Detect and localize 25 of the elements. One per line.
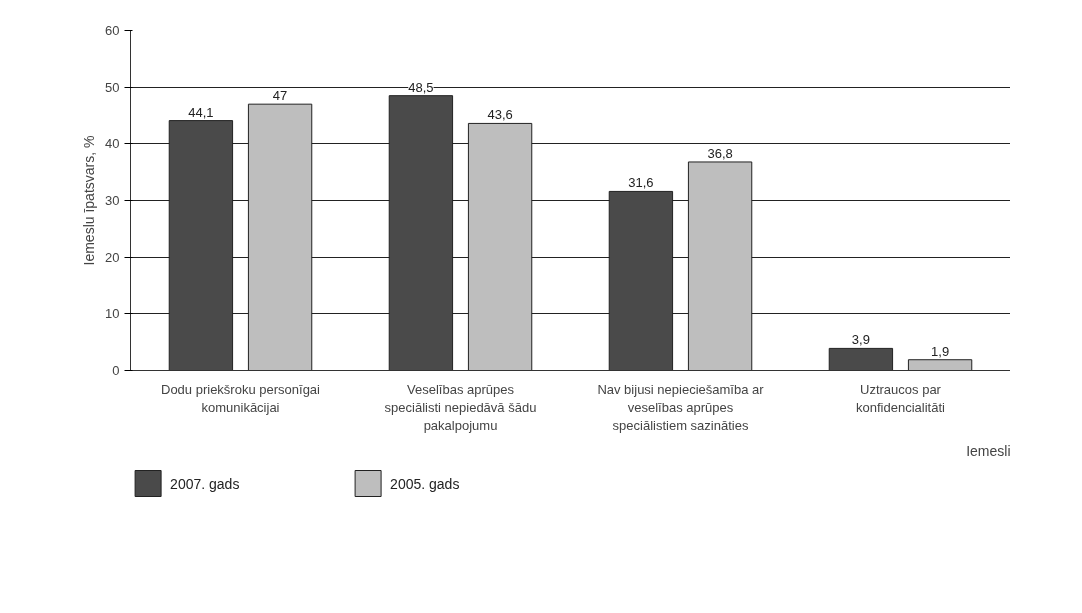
bar	[828, 347, 894, 371]
y-tick-label: 60	[105, 23, 120, 38]
x-axis-title: Iemesli	[966, 442, 1011, 459]
bar	[907, 359, 973, 371]
data-label: 36,8	[707, 145, 733, 161]
y-axis-title: Iemeslu īpatsvars, %	[81, 135, 98, 266]
data-label: 44,1	[188, 104, 214, 120]
y-tick-label: 20	[105, 249, 120, 265]
y-tick-label: 40	[105, 136, 120, 152]
data-label: 43,6	[487, 107, 513, 123]
data-label: 3,9	[851, 332, 870, 348]
y-tick-label: 10	[105, 306, 120, 322]
x-tick-label: Uztraucos par konfidencialitāti	[856, 381, 946, 415]
y-tick-label: 0	[112, 363, 120, 378]
legend-label: 2005. gads	[390, 475, 460, 492]
x-tick-label: Veselības aprūpes speciālisti nepiedāvā šādu pakalpojumu	[384, 381, 537, 433]
data-label: 48,5	[408, 79, 434, 95]
y-tick-label: 50	[105, 79, 120, 95]
data-label: 47	[272, 88, 288, 104]
x-tick-label: Nav bijusi nepieciešamība ar veselības aprūpes speciālistiem sazināties	[597, 381, 765, 433]
x-tick-label: Dodu priekšroku personīgai komunikācijai	[161, 381, 321, 415]
y-tick-label: 30	[105, 193, 120, 208]
data-label: 31,6	[628, 175, 654, 191]
data-label: 1,9	[931, 343, 950, 359]
legend-label: 2007. gads	[170, 475, 240, 492]
